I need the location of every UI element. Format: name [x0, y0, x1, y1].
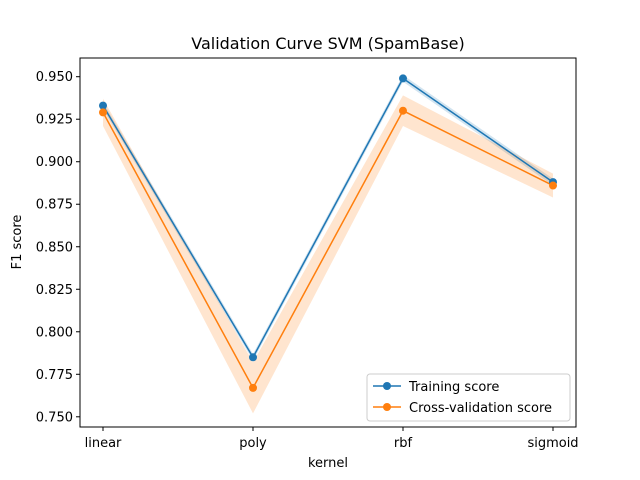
legend-label-cv: Cross-validation score [409, 401, 552, 416]
x-tick-label: sigmoid [527, 436, 578, 451]
chart-title: Validation Curve SVM (SpamBase) [191, 34, 465, 53]
y-tick-label: 0.800 [36, 325, 73, 340]
y-axis-ticks: 0.750 0.775 0.800 0.825 0.850 0.875 0.900 0.925… [36, 70, 80, 425]
x-tick-label: poly [239, 436, 267, 451]
y-tick-label: 0.875 [36, 198, 73, 213]
plot-frame [79, 57, 577, 428]
legend-label-training: Training score [408, 380, 499, 395]
series-points [99, 74, 557, 392]
plot-area [99, 74, 557, 414]
data-point-series-1-sigmoid [549, 181, 557, 190]
data-point-series-1-rbf [399, 106, 407, 115]
y-axis-label: F1 score [10, 215, 25, 270]
y-tick-label: 0.925 [36, 113, 73, 128]
y-tick-label: 0.900 [36, 155, 73, 170]
x-axis-label: kernel [308, 456, 348, 471]
y-tick-label: 0.850 [36, 240, 73, 255]
data-point-series-1-linear [99, 108, 107, 117]
data-point-series-1-poly [249, 383, 257, 392]
series-line-1 [102, 109, 554, 389]
legend-marker-cv [383, 403, 391, 411]
y-tick-label: 0.950 [36, 70, 73, 85]
x-tick-label: rbf [394, 436, 413, 451]
legend: Training score Cross-validation score [366, 373, 571, 422]
y-tick-label: 0.775 [36, 368, 73, 383]
x-axis-ticks: linear poly rbf sigmoid [85, 427, 579, 451]
series-line-0 [102, 77, 554, 359]
x-tick-label: linear [85, 436, 122, 451]
data-point-series-0-poly [249, 353, 257, 362]
y-tick-label: 0.825 [36, 283, 73, 298]
y-tick-label: 0.750 [36, 410, 73, 425]
legend-marker-training [383, 382, 391, 390]
data-point-series-0-rbf [399, 74, 407, 83]
legend-box [366, 373, 571, 422]
series-lines [102, 77, 554, 389]
data-point-series-0-linear [99, 101, 107, 110]
confidence-band-series-1 [103, 95, 553, 414]
